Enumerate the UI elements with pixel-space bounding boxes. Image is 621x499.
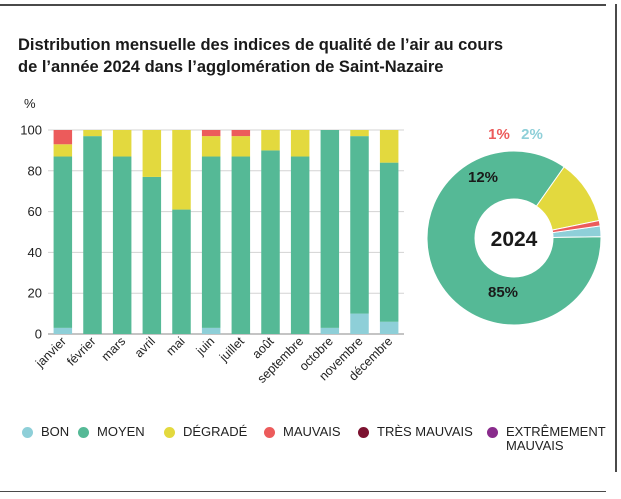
y-tick-label-40: 40 (28, 245, 42, 260)
bar-segment-janvier-moyen (53, 156, 73, 328)
donut-slice-label-bon: 2% (521, 126, 543, 143)
frame-right-rule (615, 4, 617, 472)
legend-item-mauvais: MAUVAIS (264, 425, 341, 439)
y-tick-label-60: 60 (28, 204, 42, 219)
bar-segment-novembre-degrade (350, 130, 369, 137)
bar-segment-mars-degrade (112, 130, 132, 157)
bar-segment-janvier-mauvais (53, 130, 73, 145)
donut-center-label: 2024 (491, 228, 538, 251)
bar-segment-juillet-degrade (231, 136, 251, 157)
y-tick-label-80: 80 (28, 163, 42, 178)
bar-segment-septembre-moyen (290, 156, 310, 334)
donut-slice-moyen (426, 150, 602, 326)
bar-segment-juin-degrade (201, 136, 221, 157)
legend-label-bon: BON (41, 424, 70, 439)
bar-segment-aout-moyen (261, 150, 280, 334)
legend-label-tres-mauvais: TRÈS MAUVAIS (377, 424, 473, 439)
legend-swatch-moyen (78, 427, 89, 438)
donut-slice-mauvais (551, 219, 601, 234)
x-tick-label-juin: juin (193, 334, 217, 358)
bar-segment-septembre-degrade (290, 130, 310, 157)
bar-segment-mars-moyen (112, 156, 132, 334)
bar-segment-decembre-bon (379, 321, 399, 334)
bar-segment-decembre-degrade (379, 130, 399, 163)
bar-segment-octobre-bon (320, 327, 340, 334)
legend-label-mauvais: MAUVAIS (283, 424, 341, 439)
x-tick-label-mai: mai (163, 334, 187, 358)
chart-title-line-2: de l’année 2024 dans l’agglomération de … (18, 58, 444, 76)
bar-segment-mai-degrade (172, 130, 191, 210)
bar-segment-juillet-moyen (231, 156, 251, 334)
chart-title: Distribution mensuelle des indices de qu… (18, 34, 578, 78)
bar-segment-juin-mauvais (201, 130, 221, 137)
legend-swatch-bon (22, 427, 33, 438)
legend-swatch-degrade (164, 427, 175, 438)
annual-donut-chart: 2% 85% 12% 1% 2024 (426, 126, 602, 326)
bar-segment-aout-degrade (261, 130, 280, 151)
legend-label-extremement-mauvais: EXTRÊMEMENT MAUVAIS (506, 424, 606, 453)
legend-item-bon: BON (22, 425, 69, 439)
bar-segment-avril-moyen (142, 176, 162, 334)
bar-segment-fevrier-moyen (83, 136, 102, 334)
bar-segment-mai-moyen (172, 209, 191, 334)
bar-segment-octobre-moyen (320, 130, 340, 328)
bar-segment-novembre-bon (350, 313, 369, 334)
y-tick-label-0: 0 (35, 327, 42, 342)
legend-item-moyen: MOYEN (78, 425, 145, 439)
legend-label-degrade: DÉGRADÉ (183, 424, 248, 439)
bar-segment-avril-degrade (142, 130, 162, 177)
bar-segment-fevrier-degrade (83, 130, 102, 137)
legend-swatch-mauvais (264, 427, 275, 438)
y-tick-label-20: 20 (28, 286, 42, 301)
y-tick-label-100: 100 (20, 123, 42, 138)
x-tick-label-fevrier: février (64, 334, 98, 368)
bar-segment-juillet-mauvais (231, 130, 251, 137)
bar-segment-janvier-bon (53, 327, 73, 334)
legend-item-extremement-mauvais: EXTRÊMEMENT MAUVAIS (487, 425, 612, 453)
legend-swatch-extremement-mauvais (487, 427, 498, 438)
chart-title-line-1: Distribution mensuelle des indices de qu… (18, 36, 504, 54)
donut-slice-label-mauvais: 1% (488, 126, 510, 143)
legend-swatch-tres-mauvais (358, 427, 369, 438)
bar-segment-juin-bon (201, 327, 221, 334)
x-tick-label-juillet: juillet (216, 334, 247, 365)
frame-top-rule (0, 4, 606, 6)
bar-segment-juin-moyen (201, 156, 221, 328)
legend-label-moyen: MOYEN (97, 424, 145, 439)
bar-segment-novembre-moyen (350, 136, 369, 314)
x-tick-label-avril: avril (132, 334, 158, 360)
y-axis-label: % (24, 96, 36, 111)
donut-slice-label-degrade: 12% (468, 169, 498, 186)
frame-bottom-rule (0, 491, 606, 492)
legend-item-tres-mauvais: TRÈS MAUVAIS (358, 425, 473, 439)
bar-segment-decembre-moyen (379, 162, 399, 322)
donut-slice-label-moyen: 85% (488, 284, 518, 301)
legend-item-degrade: DÉGRADÉ (164, 425, 247, 439)
x-tick-label-mars: mars (99, 334, 129, 364)
bar-segment-janvier-degrade (53, 144, 73, 157)
